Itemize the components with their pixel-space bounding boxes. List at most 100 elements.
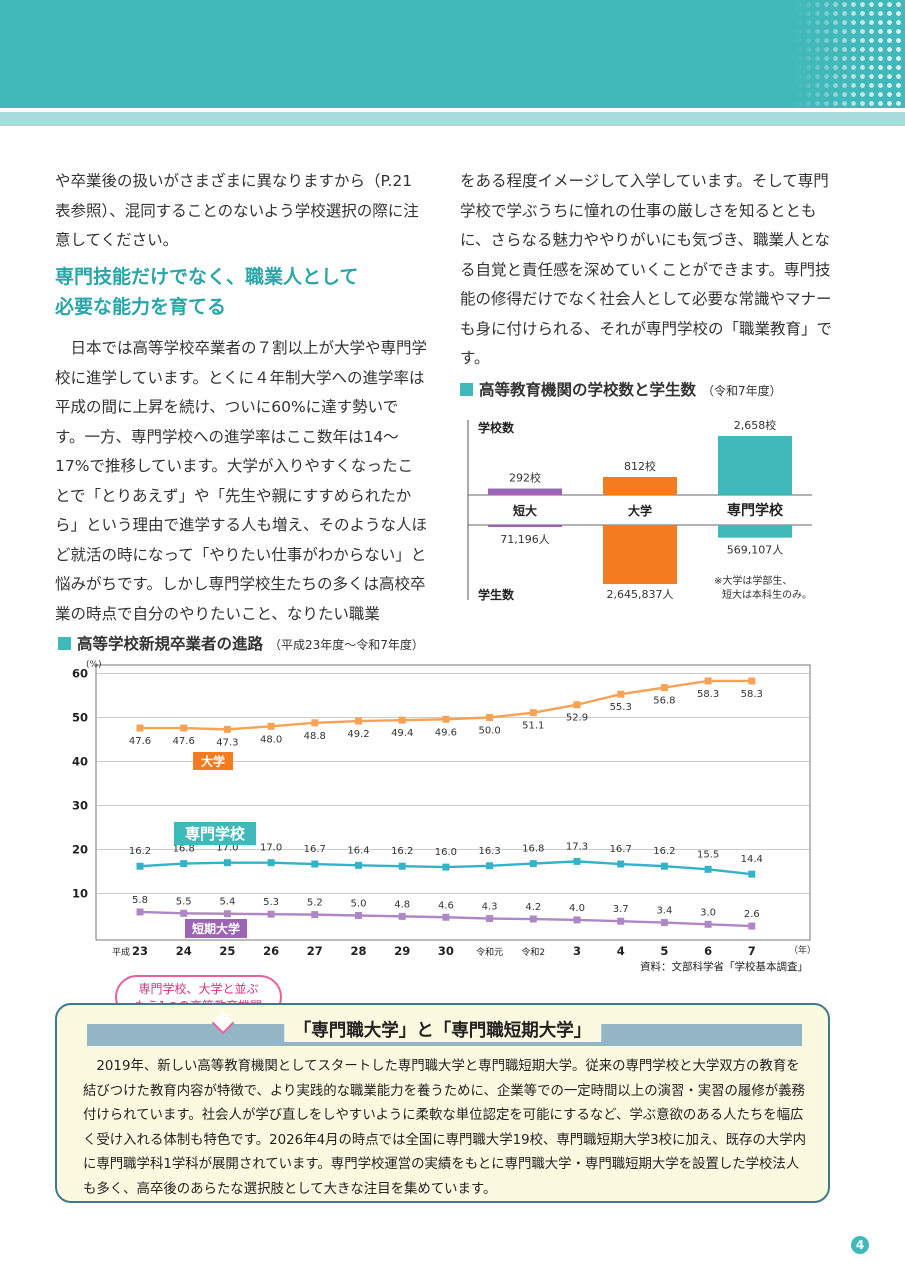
y-tick-50: 50 xyxy=(72,711,88,725)
line-chart-unit: (%) xyxy=(86,660,102,670)
bar-students-label-2: 569,107人 xyxy=(727,544,784,557)
series-2-point-12 xyxy=(660,919,668,927)
dot-pattern-fade xyxy=(795,0,905,108)
series-1-point-1 xyxy=(180,860,188,868)
intro-paragraph: や卒業後の扱いがさまざまに異なりますから（P.21表参照）、混同することのないよ… xyxy=(55,172,419,249)
series-2-label-6: 4.8 xyxy=(394,899,410,910)
series-tag-bg-2 xyxy=(185,919,247,938)
series-1-point-10 xyxy=(573,857,581,865)
series-0-point-12 xyxy=(660,684,668,692)
x-tick-0: 23 xyxy=(132,944,148,958)
series-tag-1: 専門学校 xyxy=(185,825,246,843)
series-1-label-4: 16.7 xyxy=(304,844,326,855)
series-2-point-7 xyxy=(442,913,450,921)
series-2-label-3: 5.3 xyxy=(263,897,279,908)
series-1-point-2 xyxy=(223,859,231,867)
series-0-point-8 xyxy=(486,714,494,721)
series-0-point-6 xyxy=(398,716,406,724)
x-tick-13: 6 xyxy=(704,944,712,958)
series-1-label-7: 16.0 xyxy=(435,847,457,858)
section-heading: 専門技能だけでなく、職業人として 必要な能力を育てる xyxy=(55,262,427,322)
series-0-label-8: 50.0 xyxy=(478,726,500,737)
square-bullet-icon xyxy=(58,637,71,650)
line-chart-title: 高等学校新規卒業者の進路 （平成23年度～令和7年度） xyxy=(58,632,424,654)
series-1-point-11 xyxy=(617,860,625,868)
series-1-label-2: 17.0 xyxy=(216,843,238,854)
x-tick-5: 28 xyxy=(350,944,366,958)
series-0-point-5 xyxy=(355,717,362,725)
series-tag-2: 短期大学 xyxy=(192,921,240,936)
series-2-label-4: 5.2 xyxy=(307,898,323,909)
series-0-label-12: 56.8 xyxy=(653,696,675,707)
series-tag-bg-0 xyxy=(193,752,233,770)
series-0-point-2 xyxy=(223,725,231,733)
series-1-point-7 xyxy=(442,863,450,871)
series-1-label-11: 16.7 xyxy=(610,844,632,855)
y-tick-20: 20 xyxy=(72,843,88,857)
series-1-label-9: 16.8 xyxy=(522,844,544,855)
series-1-label-12: 16.2 xyxy=(653,846,675,857)
series-0-label-6: 49.4 xyxy=(391,728,413,739)
series-2-label-11: 3.7 xyxy=(613,904,629,915)
series-tag-bg-1 xyxy=(174,822,256,845)
bar-students-label-1: 2,645,837人 xyxy=(607,588,674,601)
series-1-point-12 xyxy=(660,862,668,870)
y-tick-30: 30 xyxy=(72,799,88,813)
series-2-label-13: 3.0 xyxy=(700,907,716,918)
callout-body: 2019年、新しい高等教育機関としてスタートした専門職大学と専門職短期大学。従来… xyxy=(83,1059,806,1197)
series-2-point-1 xyxy=(180,909,188,917)
series-2-point-13 xyxy=(704,920,712,928)
line-chart-frame xyxy=(95,664,811,941)
series-2-point-6 xyxy=(398,912,406,920)
series-2-point-4 xyxy=(311,911,319,919)
bar-category-0: 短大 xyxy=(513,503,537,518)
line-chart-year-unit: （年） xyxy=(789,944,816,956)
series-1-label-1: 16.8 xyxy=(173,844,195,855)
series-2-label-5: 5.0 xyxy=(351,899,367,910)
bar-chart-title: 高等教育機関の学校数と学生数 （令和7年度） xyxy=(460,378,782,400)
series-0-point-0 xyxy=(136,724,144,732)
series-2-label-14: 2.6 xyxy=(744,909,760,920)
x-tick-12: 5 xyxy=(660,944,668,958)
series-1-point-8 xyxy=(486,862,494,870)
x-tick-3: 26 xyxy=(263,944,279,958)
x-tick-10: 3 xyxy=(573,944,581,958)
series-1-label-8: 16.3 xyxy=(478,846,500,857)
series-tag-0: 大学 xyxy=(201,753,225,768)
y-tick-10: 10 xyxy=(72,887,88,901)
series-0-label-7: 49.6 xyxy=(435,727,457,738)
line-chart: (%) （年） 平成 資料：文部科学省「学校基本調査」 10 20 30 40 50 60… xyxy=(72,660,816,973)
x-tick-9: 令和2 xyxy=(521,946,545,958)
series-2-label-2: 5.4 xyxy=(219,897,235,908)
series-2-point-9 xyxy=(529,915,537,923)
series-2-point-10 xyxy=(573,916,581,924)
callout-bubble-line1: 専門学校、大学と並ぶ xyxy=(138,982,259,996)
square-bullet-icon xyxy=(460,383,473,396)
series-0-label-5: 49.2 xyxy=(347,729,369,740)
section-heading-line1: 専門技能だけでなく、職業人として xyxy=(55,266,359,288)
bar-note-line1: ※大学は学部生、 xyxy=(714,574,792,587)
series-2-label-10: 4.0 xyxy=(569,903,585,914)
bar-chart-title-text: 高等教育機関の学校数と学生数 xyxy=(479,381,697,399)
series-0-label-1: 47.6 xyxy=(173,736,195,747)
bar-schools-label-2: 2,658校 xyxy=(734,418,777,432)
series-0-label-2: 47.3 xyxy=(216,737,238,748)
callout-box: 「専門職大学」と「専門職短期大学」 2019年、新しい高等教育機関としてスタート… xyxy=(55,1003,830,1203)
series-2-label-0: 5.8 xyxy=(132,895,148,906)
series-0-point-1 xyxy=(180,724,188,732)
callout-title: 「専門職大学」と「専門職短期大学」 xyxy=(283,1017,602,1042)
bar-chart-subtitle: （令和7年度） xyxy=(702,384,782,398)
bar-schools-2 xyxy=(718,436,792,495)
x-tick-11: 4 xyxy=(617,944,625,958)
series-2-label-1: 5.5 xyxy=(176,896,192,907)
right-paragraph: をある程度イメージして入学しています。そして専門学校で学ぶうちに憧れの仕事の厳し… xyxy=(460,172,833,367)
series-0-label-14: 58.3 xyxy=(741,689,763,700)
series-2-point-2 xyxy=(223,910,231,918)
bar-students-1 xyxy=(603,525,677,584)
bar-category-1: 大学 xyxy=(628,503,652,518)
x-tick-2: 25 xyxy=(219,944,235,958)
series-1-point-3 xyxy=(267,859,275,867)
page-number: 4 xyxy=(851,1236,869,1254)
series-0-point-11 xyxy=(617,690,625,698)
